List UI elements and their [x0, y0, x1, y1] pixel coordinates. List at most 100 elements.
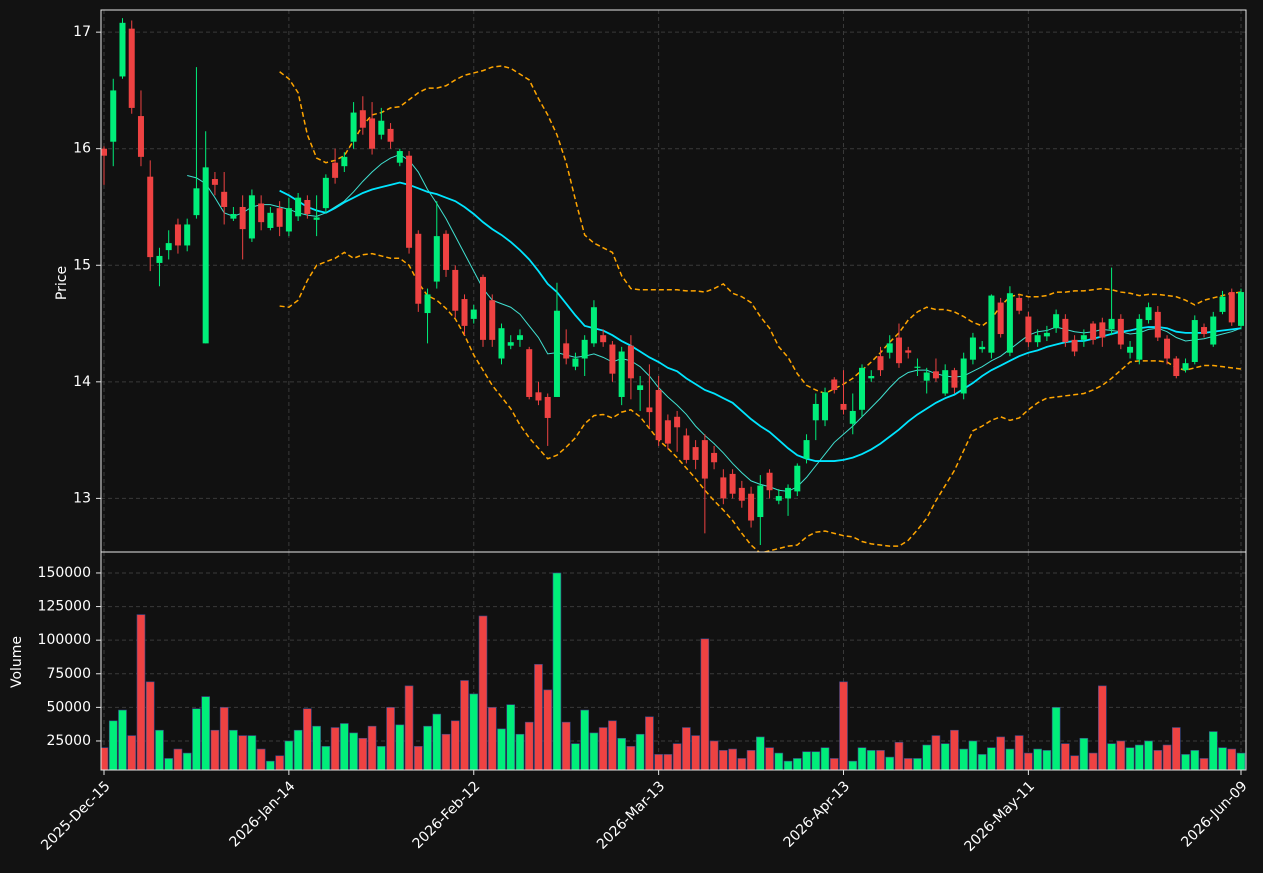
volume-bar: [395, 724, 405, 770]
candle-body: [322, 177, 329, 209]
candle-body: [969, 337, 976, 360]
candle-body: [119, 22, 126, 77]
candle-body: [258, 203, 265, 223]
volume-bar: [589, 732, 599, 770]
volume-bar: [413, 746, 423, 770]
volume-bar: [737, 758, 747, 770]
candle-body: [812, 403, 819, 421]
volume-bar: [820, 747, 830, 770]
volume-bar: [1181, 754, 1190, 770]
volume-bar: [1116, 740, 1126, 770]
volume-bar: [219, 707, 229, 770]
volume-bar: [330, 727, 340, 770]
volume-bar: [756, 736, 765, 770]
candle-body: [859, 367, 865, 410]
y-tick-label: 15: [73, 257, 91, 273]
volume-bar: [349, 732, 358, 770]
volume-bar: [1125, 747, 1135, 770]
candle-body: [396, 151, 403, 163]
candle-body: [1016, 297, 1023, 311]
volume-bar: [478, 615, 488, 770]
candle-body: [1219, 296, 1226, 312]
candle-body: [248, 195, 255, 239]
candle-body: [147, 176, 154, 258]
candle-body: [646, 407, 653, 413]
candle-body: [877, 356, 884, 371]
volume-bar: [182, 752, 192, 770]
volume-bar: [1135, 744, 1144, 770]
volume-bar: [885, 756, 895, 770]
volume-bar: [450, 720, 460, 770]
candle-body: [285, 208, 292, 232]
candle-body: [341, 156, 348, 167]
candle-body: [840, 403, 847, 410]
candle-body: [332, 162, 339, 178]
candle-body: [480, 276, 486, 340]
candle-body: [184, 224, 191, 246]
volume-bar: [145, 681, 155, 770]
candle-body: [637, 385, 644, 390]
volume-bar: [672, 743, 682, 770]
volume-bar: [746, 750, 756, 770]
candle-body: [720, 477, 727, 499]
candle-body: [831, 379, 838, 390]
volume-bar: [423, 725, 432, 770]
volume-bar: [903, 758, 913, 770]
volume-bar: [293, 729, 303, 770]
candle-body: [193, 188, 200, 216]
volume-bar: [866, 750, 876, 770]
candle-body: [535, 392, 542, 401]
volume-bar: [709, 740, 719, 770]
candle-body: [470, 309, 477, 319]
volume-bar: [608, 720, 617, 770]
candle-body: [489, 300, 496, 340]
volume-bar: [164, 758, 174, 770]
candle-body: [553, 310, 560, 397]
candle-body: [544, 396, 551, 418]
candle-body: [1127, 346, 1134, 353]
candle-body: [932, 371, 939, 379]
candle-body: [627, 345, 634, 379]
volume-bar: [996, 736, 1005, 770]
candle-body: [775, 496, 782, 501]
volume-bar: [987, 747, 996, 770]
volume-bar: [229, 729, 238, 770]
candle-body: [849, 410, 856, 424]
candle-body: [618, 351, 625, 397]
volume-bar: [441, 733, 451, 770]
volume-bar: [358, 737, 368, 770]
volume-bar: [765, 747, 774, 770]
candle-body: [766, 472, 773, 491]
volume-tick-label: 150000: [38, 565, 91, 581]
y-axis-label: Price: [54, 266, 70, 300]
volume-tick-label: 25000: [46, 733, 91, 749]
candle-body: [304, 199, 311, 214]
candle-body: [563, 343, 570, 359]
candle-body: [729, 473, 736, 494]
volume-bar: [432, 713, 442, 770]
volume-bar: [377, 746, 386, 770]
candle-body: [452, 269, 459, 311]
candle-body: [1006, 293, 1013, 353]
volume-bar: [682, 727, 691, 770]
volume-bar: [848, 760, 858, 770]
candle-body: [674, 416, 681, 428]
volume-bar: [340, 723, 349, 770]
candle-body: [1154, 311, 1161, 338]
candle-body: [415, 233, 422, 304]
volume-bar: [1088, 752, 1098, 770]
candle-body: [498, 328, 505, 359]
volume-tick-label: 125000: [38, 599, 91, 615]
volume-bar: [1107, 743, 1116, 770]
volume-bar: [561, 721, 571, 770]
volume-bar: [1033, 748, 1042, 770]
candle-body: [1238, 292, 1244, 326]
y-tick-label: 14: [73, 374, 91, 390]
volume-bar: [691, 735, 700, 770]
candle-body: [1182, 363, 1189, 371]
volume-bar: [487, 707, 497, 770]
moving-line: [279, 181, 1242, 462]
volume-bar: [829, 758, 839, 770]
candle-body: [1145, 307, 1152, 321]
candle-body: [516, 335, 523, 340]
